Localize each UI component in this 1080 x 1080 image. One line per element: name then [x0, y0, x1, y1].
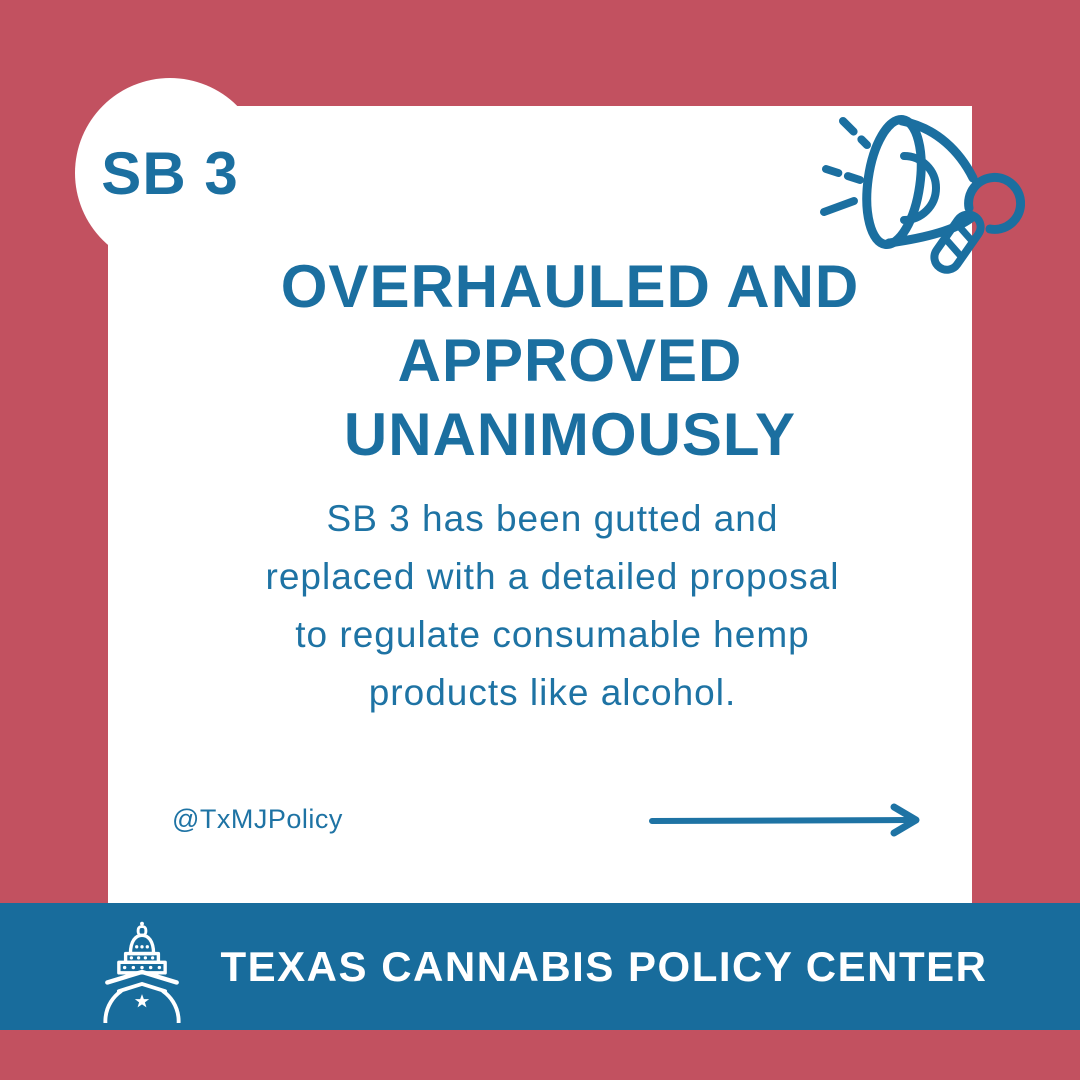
- body-copy: SB 3 has been gutted and replaced with a…: [130, 490, 975, 722]
- sb3-badge-label: SB 3: [101, 139, 239, 207]
- capitol-dome-logo-icon: [102, 921, 181, 1023]
- body-line: SB 3 has been gutted and: [326, 498, 779, 539]
- footer-org-name: TEXAS CANNABIS POLICY CENTER: [220, 942, 988, 990]
- sb3-badge: SB 3: [75, 78, 265, 268]
- megaphone-icon: [820, 115, 1025, 274]
- arrow-right-icon: [649, 803, 920, 837]
- body-line: to regulate consumable hemp: [295, 614, 810, 655]
- body-line: products like alcohol.: [368, 672, 737, 713]
- social-handle: @TxMJPolicy: [172, 804, 343, 834]
- footer-bar: TEXAS CANNABIS POLICY CENTER: [0, 903, 1080, 1030]
- content-card: [108, 106, 972, 903]
- headline-line: OVERHAULED AND: [280, 253, 860, 320]
- headline-line: APPROVED: [397, 327, 743, 394]
- headline: OVERHAULED AND APPROVED UNANIMOUSLY: [160, 250, 980, 472]
- headline-line: UNANIMOUSLY: [343, 401, 797, 468]
- body-line: replaced with a detailed proposal: [265, 556, 840, 597]
